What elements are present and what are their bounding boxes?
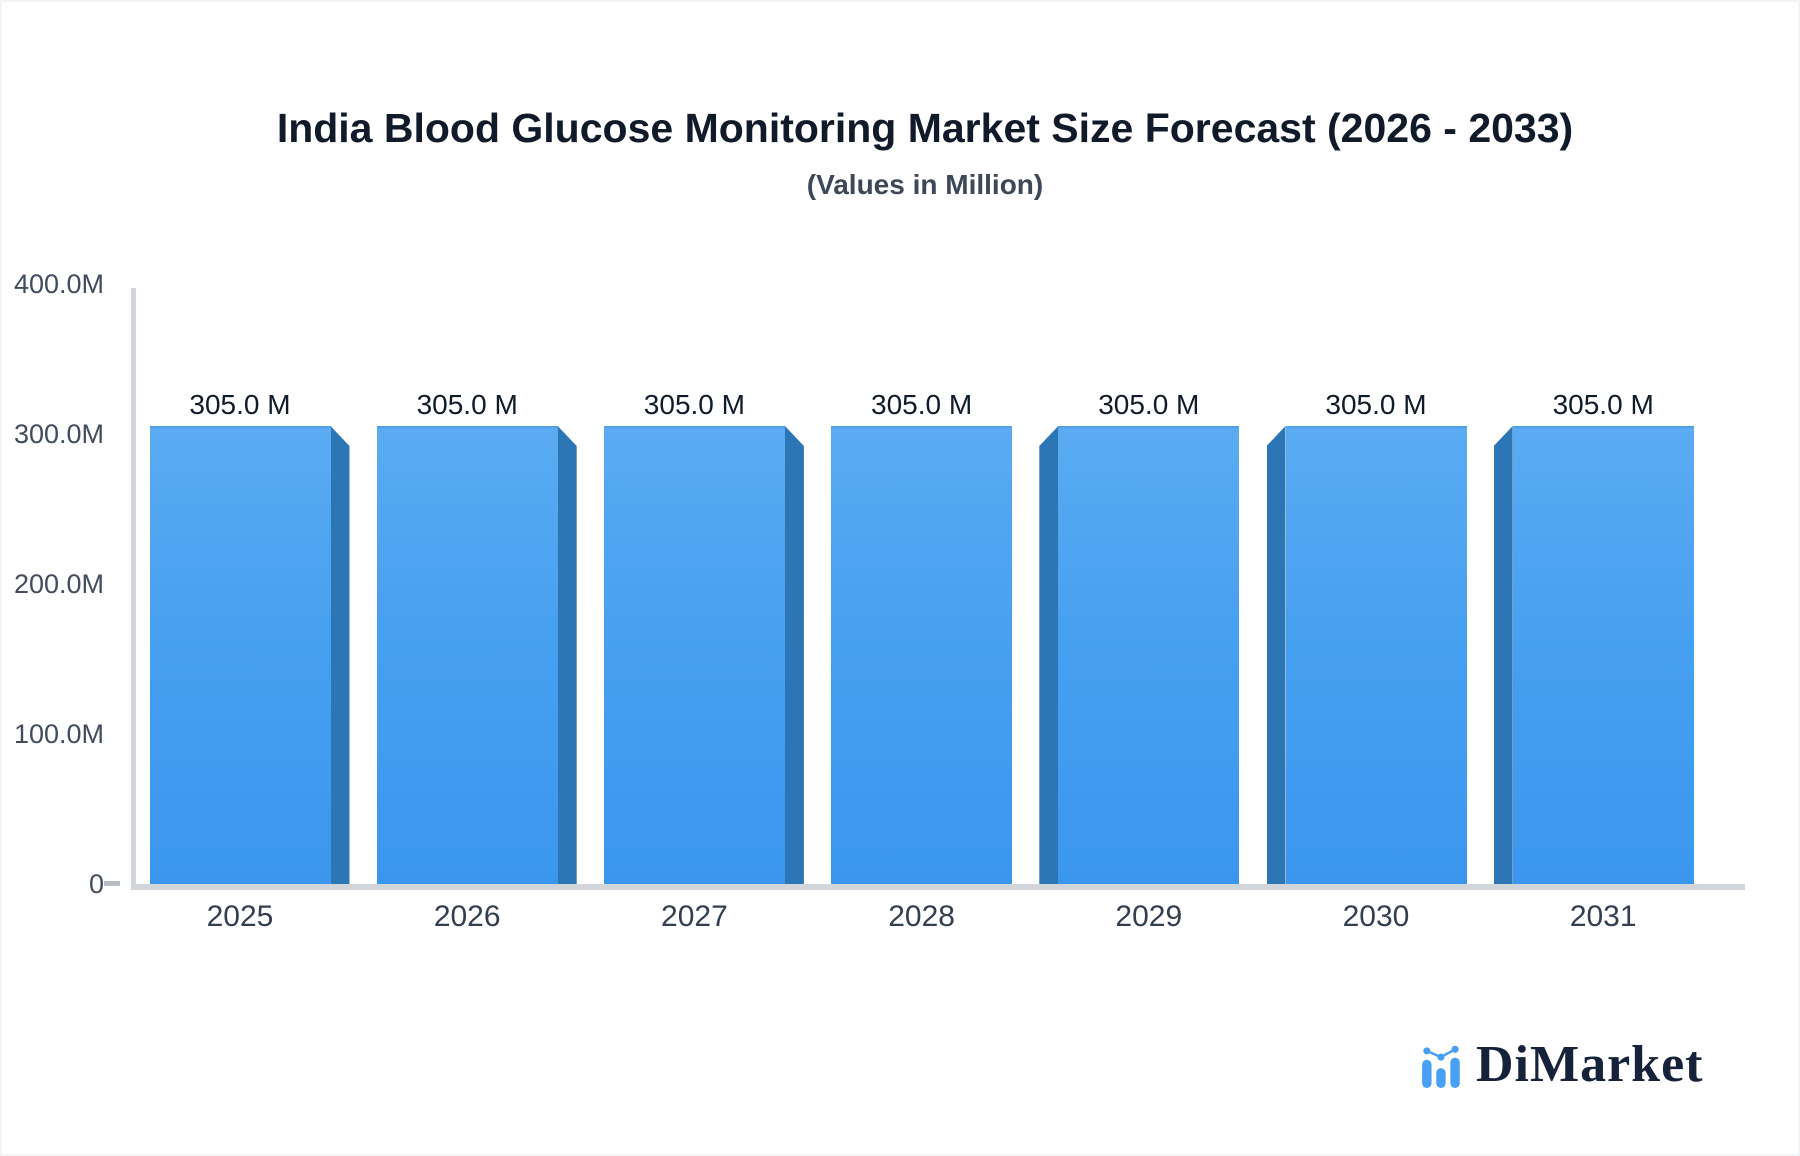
x-tick-label-2025: 2025 (206, 900, 274, 933)
bar-side-2027 (784, 426, 804, 884)
value-label-2027: 305.0 M (643, 389, 745, 420)
value-label-2031: 305.0 M (1552, 389, 1654, 420)
bar-2029 (1058, 426, 1240, 884)
x-tick-label-2028: 2028 (888, 900, 955, 933)
bar-side-2031 (1493, 426, 1513, 884)
x-tick-label-2029: 2029 (1115, 900, 1183, 933)
bar-2031 (1512, 426, 1694, 884)
dimarket-logo: DiMarket (1422, 1036, 1704, 1093)
bar-2028 (831, 426, 1013, 884)
bar-side-2025 (330, 426, 350, 884)
y-tick-label-0: 0 (88, 869, 104, 899)
value-label-2025: 305.0 M (189, 389, 291, 420)
value-label-2030: 305.0 M (1325, 389, 1427, 420)
x-axis-line (131, 884, 1745, 890)
value-label-2029: 305.0 M (1098, 389, 1200, 420)
x-tick-label-2027: 2027 (661, 900, 728, 933)
chart-subtitle: (Values in Million) (806, 169, 1044, 200)
x-tick-label-2030: 2030 (1342, 900, 1410, 933)
x-tick-label-2031: 2031 (1569, 900, 1637, 933)
bar-2030 (1285, 426, 1467, 884)
bar-2027 (603, 426, 785, 884)
bar-2025 (149, 426, 331, 884)
bar-side-2029 (1039, 426, 1059, 884)
value-label-2028: 305.0 M (871, 389, 973, 420)
value-label-2026: 305.0 M (416, 389, 518, 420)
y-tick-label-100.0M: 100.0M (13, 719, 104, 749)
zero-tick-mark (104, 881, 120, 886)
logo-wordmark: DiMarket (1476, 1036, 1704, 1093)
bar-side-2026 (557, 426, 577, 884)
bar-side-2030 (1266, 426, 1286, 884)
chart-title: India Blood Glucose Monitoring Market Si… (276, 105, 1574, 151)
y-tick-label-400.0M: 400.0M (13, 269, 104, 299)
x-tick-label-2026: 2026 (433, 900, 501, 933)
bar-2026 (376, 426, 558, 884)
mini-bar-chart-logo-icon (1422, 1045, 1460, 1088)
y-axis-line (131, 288, 136, 884)
y-tick-label-300.0M: 300.0M (13, 419, 104, 449)
y-tick-label-200.0M: 200.0M (13, 569, 104, 599)
